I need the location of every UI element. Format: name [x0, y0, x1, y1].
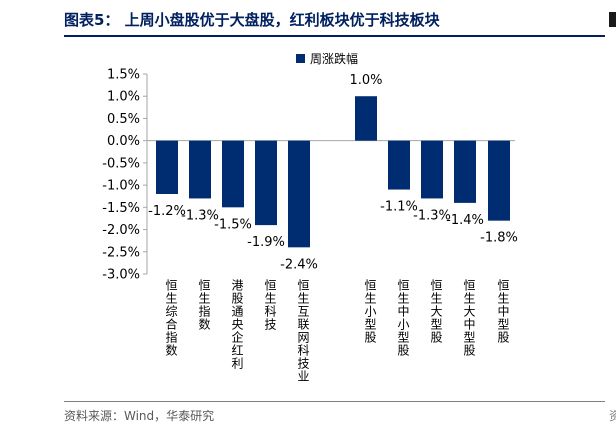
- data-label: -1.3%: [413, 208, 451, 223]
- figure-title: 图表5： 上周小盘股优于大盘股，红利板块优于科技板块: [64, 11, 440, 29]
- bar: [388, 140, 410, 190]
- bar: [156, 140, 178, 194]
- data-label: 1.0%: [349, 73, 382, 88]
- category-label: 恒生大型股: [429, 279, 443, 344]
- category-label: 恒生中型股: [496, 279, 510, 344]
- bar: [255, 140, 277, 226]
- y-tick-label: 0.5%: [107, 112, 140, 127]
- footer-rule: [64, 401, 605, 402]
- source-note: 资料来源：Wind，华泰研究: [64, 409, 215, 423]
- edge-mark: [609, 12, 616, 27]
- edge-note: 资: [609, 409, 616, 423]
- y-tick-label: -1.0%: [102, 179, 140, 194]
- bar: [355, 96, 377, 141]
- bar: [222, 140, 244, 208]
- y-tick-label: 0.0%: [107, 134, 140, 149]
- data-label: -1.2%: [148, 204, 186, 219]
- data-label: -2.4%: [280, 257, 318, 272]
- bar: [488, 140, 510, 221]
- legend-label: 周涨跌幅: [310, 51, 359, 66]
- data-label: -1.5%: [214, 217, 252, 232]
- y-tick-label: -3.0%: [102, 268, 140, 283]
- data-label: -1.3%: [181, 208, 219, 223]
- data-label: -1.8%: [480, 231, 518, 246]
- category-label: 恒生小型股: [363, 279, 377, 344]
- legend-swatch: [296, 53, 305, 63]
- category-label: 恒生互联网科技业: [296, 279, 310, 383]
- y-tick-label: -0.5%: [102, 156, 140, 171]
- y-tick-label: 1.5%: [107, 68, 140, 83]
- bar: [189, 140, 211, 199]
- data-label: -1.1%: [380, 200, 418, 215]
- category-label: 恒生综合指数: [164, 279, 178, 357]
- y-tick-label: -2.5%: [102, 245, 140, 260]
- category-label: 恒生科技: [263, 279, 277, 331]
- category-label: 恒生指数: [197, 279, 211, 331]
- category-label: 恒生大中型股: [462, 279, 476, 357]
- y-tick-label: -2.0%: [102, 223, 140, 238]
- data-label: -1.4%: [446, 213, 484, 228]
- y-tick-label: -1.5%: [102, 201, 140, 216]
- y-tick-label: 1.0%: [107, 90, 140, 105]
- category-label: 港股通央企红利: [230, 279, 244, 370]
- category-label: 恒生中小型股: [396, 279, 410, 357]
- bar: [454, 140, 476, 203]
- bar: [421, 140, 443, 199]
- data-label: -1.9%: [247, 235, 285, 250]
- bar: [288, 140, 310, 248]
- title-rule: [64, 35, 605, 37]
- chart-legend: 周涨跌幅: [296, 50, 358, 66]
